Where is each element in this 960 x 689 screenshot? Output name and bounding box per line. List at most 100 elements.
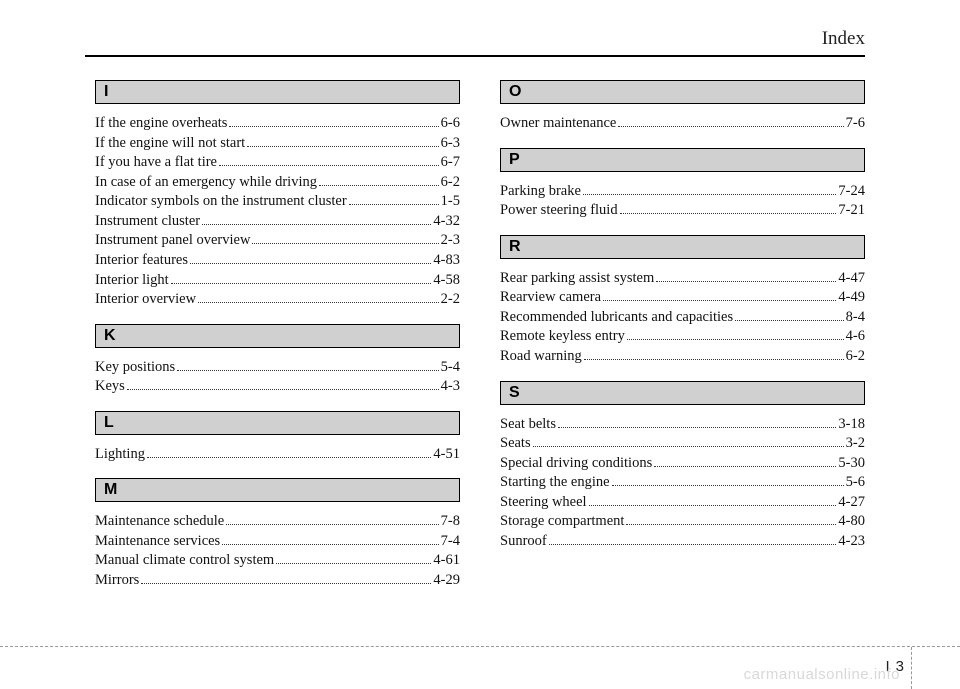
index-entry: Power steering fluid7-21 bbox=[500, 201, 865, 221]
index-entry: Maintenance schedule7-8 bbox=[95, 512, 460, 532]
entry-dots bbox=[735, 320, 844, 321]
entry-page: 8-4 bbox=[846, 308, 865, 328]
entry-dots bbox=[589, 505, 837, 506]
entry-dots bbox=[558, 427, 836, 428]
entry-dots bbox=[252, 243, 438, 244]
index-entry: Lighting4-51 bbox=[95, 445, 460, 465]
entry-dots bbox=[177, 370, 439, 371]
footer-rule-vertical bbox=[911, 647, 912, 689]
entry-page: 4-58 bbox=[433, 271, 460, 291]
right-column: O Owner maintenance 7-6 P Parking brake 7-24P… bbox=[500, 80, 865, 591]
entry-label: Seat belts bbox=[500, 415, 556, 435]
entry-label: Maintenance schedule bbox=[95, 512, 224, 532]
entry-dots bbox=[127, 389, 439, 390]
entry-label: In case of an emergency while driving bbox=[95, 173, 317, 193]
watermark: carmanualsonline.info bbox=[744, 666, 900, 683]
entry-page: 2-3 bbox=[441, 231, 460, 251]
footer-rule-horizontal bbox=[0, 646, 960, 647]
entry-page: 3-18 bbox=[838, 415, 865, 435]
index-entry: Rear parking assist system4-47 bbox=[500, 269, 865, 289]
entry-page: 4-47 bbox=[838, 269, 865, 289]
section-header-k: K bbox=[95, 324, 460, 348]
entry-label: Maintenance services bbox=[95, 532, 220, 552]
index-entry: If you have a flat tire 6-7 bbox=[95, 153, 460, 173]
entry-label: Sunroof bbox=[500, 532, 547, 552]
entry-page: 4-29 bbox=[433, 571, 460, 591]
section-header-s: S bbox=[500, 381, 865, 405]
entry-label: Remote keyless entry bbox=[500, 327, 625, 347]
index-entry: Rearview camera 4-49 bbox=[500, 288, 865, 308]
entry-dots bbox=[612, 485, 844, 486]
entry-page: 6-3 bbox=[441, 134, 460, 154]
entry-dots bbox=[584, 359, 844, 360]
entry-dots bbox=[627, 339, 844, 340]
entry-label: Instrument panel overview bbox=[95, 231, 250, 251]
entry-dots bbox=[319, 185, 439, 186]
entry-page: 7-21 bbox=[838, 201, 865, 221]
entry-page: 6-2 bbox=[846, 347, 865, 367]
section-header-o: O bbox=[500, 80, 865, 104]
index-entry: Mirrors 4-29 bbox=[95, 571, 460, 591]
entry-label: Interior light bbox=[95, 271, 169, 291]
entry-page: 7-4 bbox=[441, 532, 460, 552]
index-entry: Seats3-2 bbox=[500, 434, 865, 454]
index-entry: Interior features 4-83 bbox=[95, 251, 460, 271]
entry-label: Lighting bbox=[95, 445, 145, 465]
entry-dots bbox=[654, 466, 836, 467]
entry-page: 7-6 bbox=[846, 114, 865, 134]
entry-label: Keys bbox=[95, 377, 125, 397]
index-entry: Recommended lubricants and capacities 8-4 bbox=[500, 308, 865, 328]
entry-page: 4-32 bbox=[433, 212, 460, 232]
entry-label: Special driving conditions bbox=[500, 454, 652, 474]
section-header-p: P bbox=[500, 148, 865, 172]
entry-dots bbox=[190, 263, 431, 264]
entry-page: 6-6 bbox=[441, 114, 460, 134]
entry-label: Key positions bbox=[95, 358, 175, 378]
entry-page: 5-4 bbox=[441, 358, 460, 378]
entry-label: Manual climate control system bbox=[95, 551, 274, 571]
entry-dots bbox=[603, 300, 836, 301]
entry-label: Parking brake bbox=[500, 182, 581, 202]
entry-page: 4-27 bbox=[838, 493, 865, 513]
index-entry: Owner maintenance 7-6 bbox=[500, 114, 865, 134]
entry-page: 7-24 bbox=[838, 182, 865, 202]
index-entry: Instrument cluster 4-32 bbox=[95, 212, 460, 232]
index-entry: Special driving conditions5-30 bbox=[500, 454, 865, 474]
entry-dots bbox=[171, 283, 432, 284]
entry-label: Recommended lubricants and capacities bbox=[500, 308, 733, 328]
entry-dots bbox=[618, 126, 843, 127]
entry-label: Mirrors bbox=[95, 571, 139, 591]
index-entry: Maintenance services 7-4 bbox=[95, 532, 460, 552]
index-entry: Key positions 5-4 bbox=[95, 358, 460, 378]
entry-label: Interior features bbox=[95, 251, 188, 271]
entry-label: Starting the engine bbox=[500, 473, 610, 493]
entry-page: 2-2 bbox=[441, 290, 460, 310]
entry-page: 6-2 bbox=[441, 173, 460, 193]
entry-label: Interior overview bbox=[95, 290, 196, 310]
entry-dots bbox=[349, 204, 439, 205]
entry-label: Seats bbox=[500, 434, 531, 454]
entry-label: Steering wheel bbox=[500, 493, 587, 513]
entry-label: If you have a flat tire bbox=[95, 153, 217, 173]
entry-dots bbox=[533, 446, 844, 447]
section-header-l: L bbox=[95, 411, 460, 435]
entry-label: Owner maintenance bbox=[500, 114, 616, 134]
entry-page: 6-7 bbox=[441, 153, 460, 173]
entry-label: Rearview camera bbox=[500, 288, 601, 308]
entry-page: 4-83 bbox=[433, 251, 460, 271]
entry-dots bbox=[147, 457, 431, 458]
index-entry: Seat belts 3-18 bbox=[500, 415, 865, 435]
entry-page: 4-3 bbox=[441, 377, 460, 397]
entry-dots bbox=[219, 165, 439, 166]
entry-dots bbox=[198, 302, 439, 303]
page-title: Index bbox=[822, 28, 865, 50]
entry-dots bbox=[229, 126, 438, 127]
index-entry: Interior light 4-58 bbox=[95, 271, 460, 291]
index-entry: Sunroof4-23 bbox=[500, 532, 865, 552]
entry-page: 4-49 bbox=[838, 288, 865, 308]
entry-label: Instrument cluster bbox=[95, 212, 200, 232]
header-rule bbox=[85, 55, 865, 57]
index-entry: Remote keyless entry4-6 bbox=[500, 327, 865, 347]
left-column: IIf the engine overheats6-6If the engine… bbox=[95, 80, 460, 591]
entry-label: If the engine overheats bbox=[95, 114, 227, 134]
